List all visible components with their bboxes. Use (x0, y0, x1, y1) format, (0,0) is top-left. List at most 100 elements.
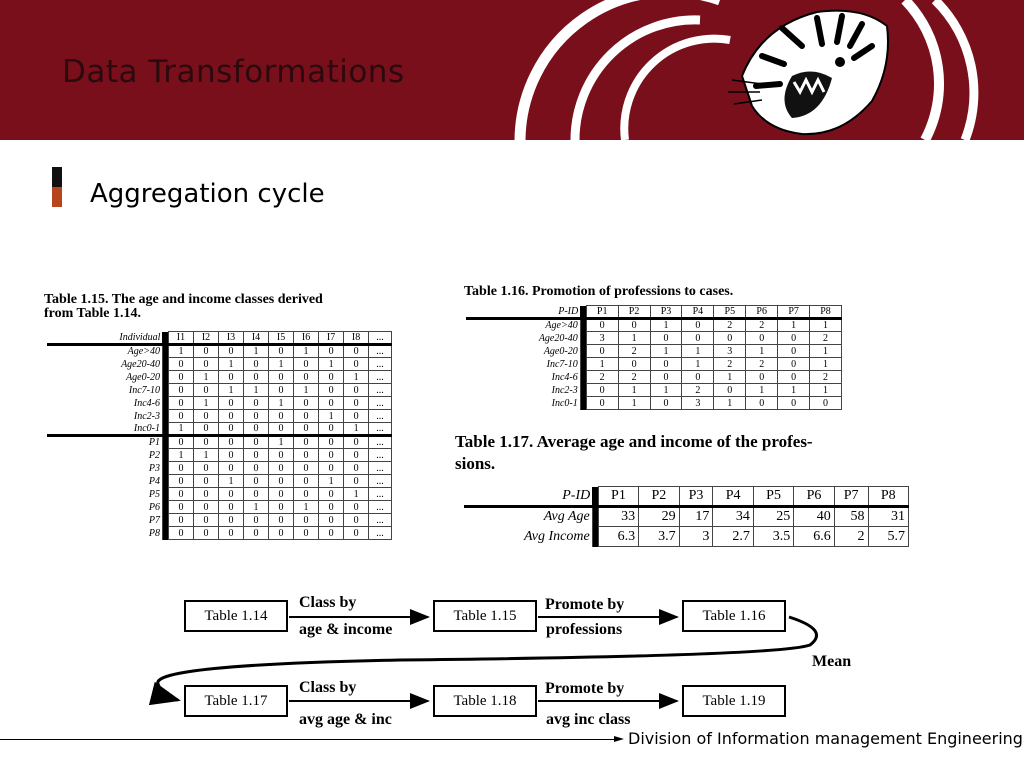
table-row: Inc0-1 1 0 0 0 0 0 0 1... (47, 422, 392, 436)
table-cell: 3.5 (752, 526, 795, 547)
table-115: Individual I1 I2 I3 I4 I5 I6 I7 I8... Age>40 1 0 0 1 0… (47, 331, 392, 540)
bullet-text: Aggregation cycle (90, 179, 325, 209)
table-row: P5 0 0 0 0 0 0 0 1... (47, 487, 392, 501)
flow-label-promote-by-2: Promote by (545, 680, 625, 697)
table-cell: 3.7 (638, 526, 680, 547)
row-label: P3 (47, 461, 163, 475)
flow-label-professions: professions (546, 621, 623, 638)
table-row: P7 0 0 0 0 0 0 0 0... (47, 513, 392, 527)
row-label: P7 (47, 513, 163, 527)
row-label: Age0-20 (466, 344, 581, 358)
table-117: P-ID P1 P2 P3 P4 P5 P6 P7 P8 Avg Age 33 29 17 34 25 40 5… (464, 486, 910, 547)
row-label: P5 (47, 487, 163, 501)
table-row: P1 0 0 0 0 1 0 0 0... (47, 434, 392, 449)
row-label: Avg Age (464, 506, 593, 527)
flow-label-avg-age-inc: avg age & inc (299, 711, 392, 728)
table-cell: 0 (777, 396, 811, 410)
flow-label-age-income: age & income (299, 621, 393, 638)
decorative-arcs (514, 0, 979, 140)
row-label: Inc0-1 (466, 396, 581, 410)
table-116: P-ID P1 P2 P3 P4 P5 P6 P7 P8 Age>40 0 0 1 0 2 2 1 1 Age20-… (466, 305, 842, 410)
table-cell: ... (368, 526, 392, 540)
header-band: Data Transformations (0, 0, 1024, 140)
row-label: Age>40 (466, 318, 581, 332)
row-label: Inc4-6 (466, 370, 581, 384)
column-header: P5 (752, 486, 795, 508)
table-cell: 0 (809, 396, 842, 410)
page-title: Data Transformations (62, 54, 405, 90)
row-label: P2 (47, 448, 163, 462)
table-cell: 1 (809, 318, 842, 332)
table-cell: ... (368, 474, 392, 488)
table-row: Age0-20 0 2 1 1 3 1 0 1 (466, 344, 842, 358)
flow-label-class-by-2: Class by (299, 679, 357, 696)
row-label: P4 (47, 474, 163, 488)
table-row: Avg Income 6.3 3.7 3 2.7 3.5 6.6 2 5.7 (464, 526, 910, 547)
table-row: Inc0-1 0 1 0 3 1 0 0 0 (466, 396, 842, 410)
row-label: Age0-20 (47, 370, 163, 384)
flow-box-table-115: Table 1.15 (433, 600, 537, 632)
table-cell: 6.6 (793, 526, 835, 547)
column-header: P8 (867, 486, 910, 508)
table-row: Age>40 1 0 0 1 0 1 0 0... (47, 344, 392, 358)
table-row: P3 0 0 0 0 0 0 0 0... (47, 461, 392, 475)
table-cell: 6.3 (597, 526, 640, 547)
column-header: P1 (597, 486, 640, 508)
table-cell: ... (368, 422, 392, 436)
column-header: P6 (745, 305, 779, 320)
row-header-cell: P-ID (464, 486, 593, 508)
table-row: Inc7-10 1 0 0 1 2 2 0 1 (466, 357, 842, 371)
flow-label-mean: Mean (812, 653, 852, 670)
row-label: P1 (47, 434, 163, 449)
table-cell: 0 (318, 526, 345, 540)
table-cell: 34 (712, 506, 754, 527)
table-cell: 40 (793, 506, 835, 527)
flow-box-table-119: Table 1.19 (682, 685, 786, 717)
row-label: P6 (47, 500, 163, 514)
row-label: Inc7-10 (466, 357, 581, 371)
table-row: Age>40 0 0 1 0 2 2 1 1 (466, 318, 842, 332)
table-row: P4 0 0 1 0 0 0 1 0... (47, 474, 392, 488)
table-row: Inc4-6 2 2 0 0 1 0 0 2 (466, 370, 842, 384)
table-cell: 31 (867, 506, 910, 527)
column-header: I8 (343, 331, 370, 346)
bullet-marker (52, 167, 62, 207)
table-cell: 2.7 (712, 526, 754, 547)
column-header: P4 (712, 486, 754, 508)
column-header: P8 (809, 305, 842, 320)
row-label: Inc2-3 (47, 409, 163, 423)
table-115-caption-line2: from Table 1.14. (44, 306, 141, 321)
table-cell: 0 (293, 526, 320, 540)
table-cell: 0 (343, 513, 370, 527)
table-cell: 1 (809, 383, 842, 397)
row-label: Age20-40 (466, 331, 581, 345)
row-label: Avg Income (464, 526, 593, 547)
flow-box-table-116: Table 1.16 (682, 600, 786, 632)
row-label: Age>40 (47, 344, 163, 358)
flow-label-avg-inc-class: avg inc class (546, 711, 631, 728)
column-header: P6 (793, 486, 835, 508)
footer-line (0, 739, 620, 740)
table-115-caption: Table 1.15. The age and income classes d… (44, 293, 434, 321)
table-117-caption: Table 1.17. Average age and income of th… (455, 431, 925, 475)
column-header: P3 (678, 486, 714, 508)
row-label: Inc4-6 (47, 396, 163, 410)
table-cell: 0 (343, 526, 370, 540)
table-cell: 5.7 (867, 526, 910, 547)
table-117-caption-line2: sions. (455, 454, 496, 473)
table-row: P8 0 0 0 0 0 0 0 0... (47, 526, 392, 540)
flow-label-class-by: Class by (299, 594, 357, 611)
table-116-caption: Table 1.16. Promotion of professions to … (464, 284, 734, 299)
table-row: Avg Age 33 29 17 34 25 40 58 31 (464, 506, 910, 527)
row-label: Inc0-1 (47, 422, 163, 436)
table-row: Inc2-3 0 1 1 2 0 1 1 1 (466, 383, 842, 397)
flow-label-promote-by: Promote by (545, 596, 625, 613)
row-header-cell: Individual (47, 331, 163, 346)
tiger-logo-icon (728, 9, 889, 136)
row-label: Age20-40 (47, 357, 163, 371)
column-header: I6 (293, 331, 320, 346)
row-label: Inc7-10 (47, 383, 163, 397)
column-header: P2 (638, 486, 680, 508)
flow-box-table-117: Table 1.17 (184, 685, 288, 717)
